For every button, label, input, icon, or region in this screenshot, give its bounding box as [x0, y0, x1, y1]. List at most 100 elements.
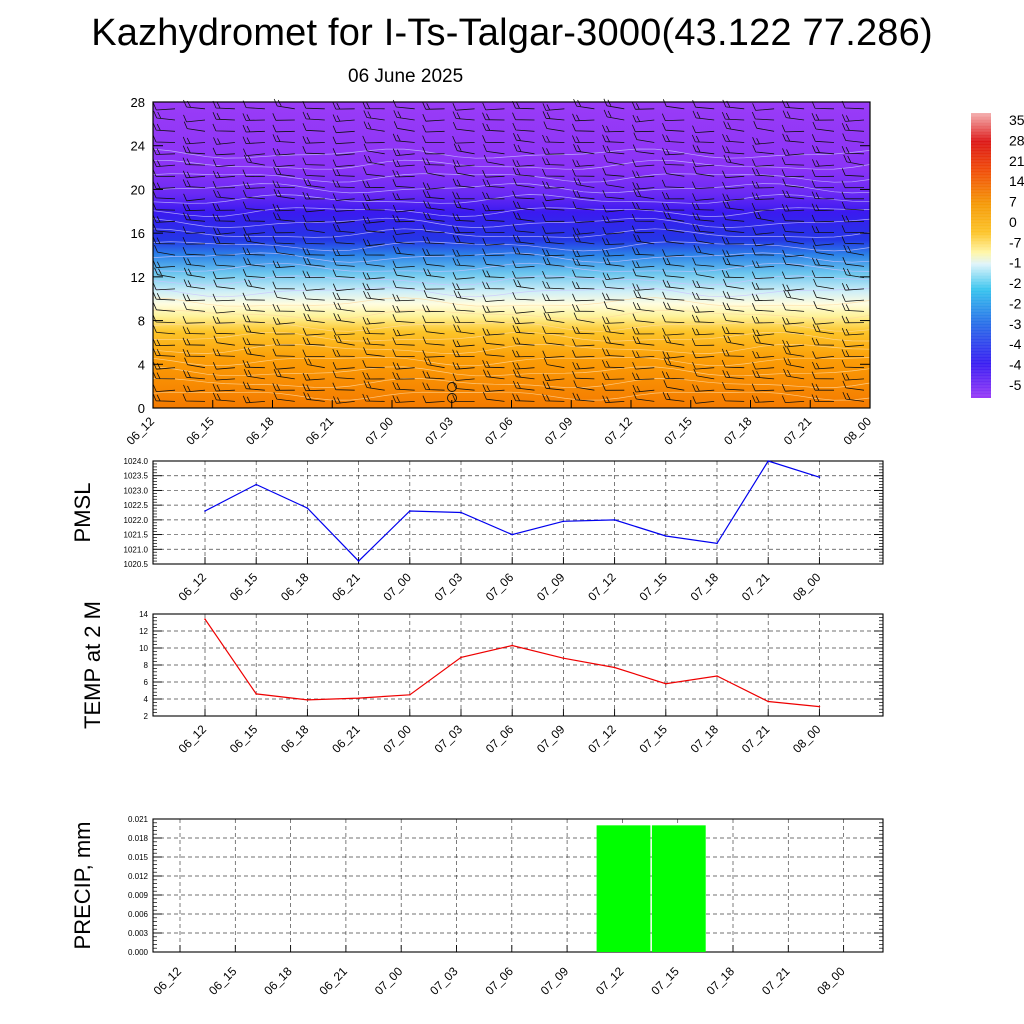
wind-barb: [333, 313, 355, 323]
wind-barb: [452, 302, 475, 312]
wind-barb: [841, 349, 865, 357]
y-tick-label: 12: [139, 627, 148, 636]
wind-barb: [662, 279, 685, 290]
wind-barb: [632, 159, 655, 167]
wind-barb: [392, 328, 415, 337]
wind-barb: [631, 213, 655, 222]
wind-barb: [751, 271, 775, 279]
wind-barb: [513, 279, 535, 290]
wind-barb: [602, 292, 625, 301]
wind-barb: [841, 191, 864, 200]
x-tick-label: 06_15: [227, 570, 261, 604]
wind-barb: [273, 189, 295, 200]
wind-barb: [363, 143, 385, 155]
wind-barb: [272, 113, 295, 121]
x-tick-label: 07_09: [534, 570, 568, 604]
temp-point: [665, 682, 667, 685]
x-tick-label: 06_21: [329, 570, 363, 604]
wind-barb: [182, 337, 206, 346]
wind-barb: [242, 247, 265, 256]
wind-barb: [841, 201, 865, 211]
wind-barb: [482, 257, 505, 267]
colorbar-label: -5: [1009, 377, 1022, 393]
wind-barb: [602, 316, 625, 324]
wind-barb: [542, 373, 565, 382]
pmsl-point: [818, 476, 821, 478]
x-tick-label: 06_18: [261, 964, 295, 998]
wind-barb: [392, 192, 415, 200]
wind-barb: [212, 180, 235, 189]
wind-barb: [722, 313, 745, 323]
wind-barb: [752, 227, 775, 235]
wind-barb: [512, 200, 535, 211]
wind-barb: [332, 136, 355, 145]
wind-barb: [542, 280, 565, 290]
chart-subtitle: 06 June 2025: [348, 66, 464, 87]
x-tick-label: 07_06: [482, 964, 516, 998]
y-tick-label: 1022.5: [124, 501, 149, 510]
wind-barb: [692, 100, 715, 110]
wind-barb: [722, 370, 745, 380]
y-axis-label: PMSL: [70, 483, 95, 543]
wind-barb: [512, 361, 535, 370]
wind-barb: [542, 381, 565, 391]
wind-barb: [362, 304, 385, 312]
wind-barb: [632, 384, 655, 393]
wind-barb: [662, 99, 685, 110]
wind-barb: [422, 336, 445, 346]
contour-line: [153, 378, 871, 388]
pmsl-point: [767, 460, 769, 462]
wind-barb: [273, 212, 295, 222]
wind-barb: [212, 257, 235, 267]
wind-barb: [482, 313, 505, 323]
wind-barb: [781, 213, 805, 222]
wind-barb: [782, 249, 805, 258]
wind-barb: [752, 167, 775, 177]
wind-barb: [272, 317, 295, 325]
wind-barb: [392, 395, 415, 403]
wind-barb: [423, 211, 445, 222]
wind-barb: [182, 236, 206, 245]
x-tick-label: 07_21: [759, 964, 793, 998]
wind-barb: [212, 170, 235, 179]
wind-barb: [212, 236, 235, 245]
wind-barb: [302, 349, 325, 357]
wind-barb: [392, 133, 415, 143]
wind-barb: [392, 204, 415, 213]
wind-barb: [512, 234, 535, 245]
colorbar-bands: [971, 115, 991, 396]
x-tick-label: 07_00: [363, 414, 397, 448]
wind-barb: [482, 203, 505, 212]
wind-barb: [182, 203, 206, 212]
wind-barb: [572, 135, 595, 143]
wind-barb: [302, 136, 325, 144]
y-tick-label: 1021.0: [124, 545, 149, 554]
x-tick-label: 06_15: [206, 964, 240, 998]
wind-barb: [752, 238, 775, 247]
wind-barb: [542, 326, 565, 335]
wind-barb: [302, 270, 325, 278]
x-tick-label: 07_12: [585, 570, 619, 604]
wind-barb: [183, 193, 206, 202]
wind-barb: [302, 291, 325, 301]
wind-barb: [242, 381, 265, 391]
wind-barb: [781, 395, 805, 403]
wind-barb: [362, 316, 385, 325]
wind-barb: [663, 222, 685, 233]
wind-barb: [272, 180, 295, 188]
wind-barb: [843, 154, 865, 166]
wind-barb: [302, 204, 325, 213]
wind-barb: [512, 122, 535, 132]
wind-barb: [781, 124, 805, 133]
wind-barb: [542, 257, 565, 267]
wind-barb: [662, 257, 685, 267]
wind-barb: [302, 383, 325, 392]
wind-barb: [452, 178, 475, 188]
calm-circle: [447, 382, 457, 392]
wind-barb: [603, 109, 625, 121]
wind-barb: [783, 346, 805, 357]
wind-barb: [542, 201, 565, 211]
wind-barb: [213, 305, 235, 314]
wind-barb: [422, 235, 445, 245]
wind-barb: [513, 133, 535, 143]
